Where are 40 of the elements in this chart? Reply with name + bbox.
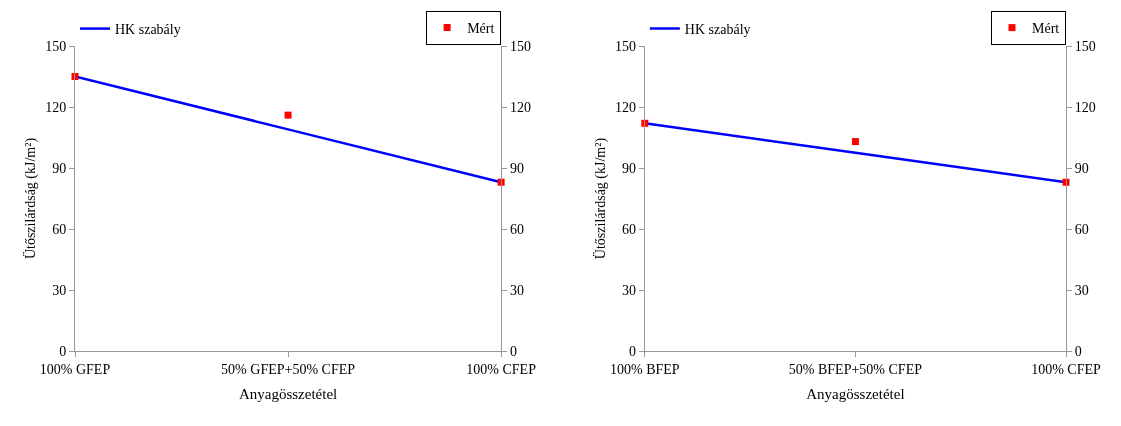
- y2-tick-label: 30: [622, 282, 637, 298]
- y2-tick-label: 60: [622, 221, 637, 237]
- x-tick-label: 100% CFEP: [466, 361, 537, 377]
- point: [851, 138, 859, 146]
- y-tick-label: 120: [45, 99, 67, 115]
- y-tick-label: 30: [52, 282, 67, 298]
- y-tick-label: 30: [509, 282, 524, 298]
- y2-tick-label: 90: [1074, 160, 1089, 176]
- y2-tick-label: 120: [615, 99, 637, 115]
- y-tick-label: 90: [509, 160, 524, 176]
- y2-tick-label: 150: [615, 38, 637, 54]
- y2-tick-label: 60: [1074, 221, 1089, 237]
- y2-tick-label: 0: [1074, 343, 1082, 359]
- legend-label: HK szabály: [684, 22, 751, 38]
- y2-tick-label: 30: [1074, 282, 1089, 298]
- x-tick-label: 100% CFEP: [1031, 361, 1102, 377]
- x-tick-label: 100% BFEP: [610, 361, 680, 377]
- legend-label: Mért: [1032, 21, 1060, 37]
- y-tick-label: 90: [52, 160, 67, 176]
- legend-label: Mért: [467, 21, 495, 37]
- y-tick-label: 60: [509, 221, 524, 237]
- x-tick-label: 50% BFEP+50% CFEP: [788, 361, 923, 377]
- y-tick-label: 0: [509, 343, 517, 359]
- y2-tick-label: 0: [629, 343, 637, 359]
- x-axis-title: Anyagösszetétel: [238, 385, 338, 402]
- legend-label: HK szabály: [115, 22, 181, 38]
- y-axis-title: Ütőszilárdság (kJ/m²): [591, 137, 609, 260]
- y2-tick-label: 150: [1074, 38, 1096, 54]
- y-tick-label: 60: [52, 221, 67, 237]
- y-tick-label: 150: [509, 38, 531, 54]
- y2-tick-label: 90: [622, 160, 637, 176]
- x-tick-label: 50% GFEP+50% CFEP: [221, 361, 356, 377]
- x-axis-title: Anyagösszetétel: [806, 385, 905, 402]
- x-tick-label: 100% GFEP: [39, 361, 111, 377]
- y-tick-label: 0: [59, 343, 67, 359]
- y-axis-title: Ütőszilárdság (kJ/m²): [21, 137, 39, 260]
- y-tick-label: 150: [45, 38, 67, 54]
- y2-tick-label: 120: [1074, 99, 1096, 115]
- point: [284, 111, 292, 119]
- y-tick-label: 120: [509, 99, 531, 115]
